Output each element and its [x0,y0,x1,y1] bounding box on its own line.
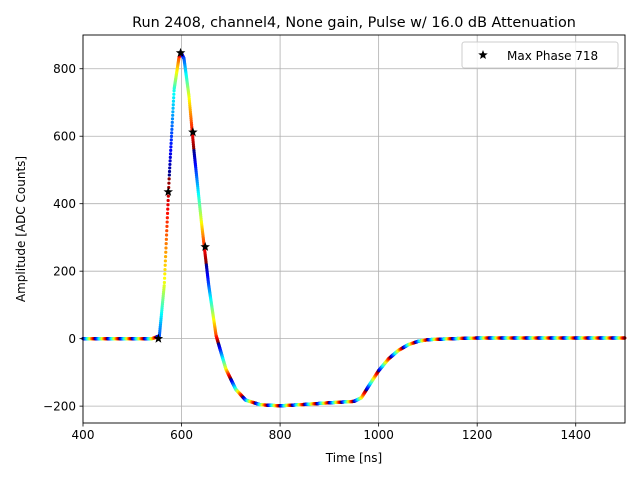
waveform-point [163,255,168,259]
waveform-point [168,166,172,170]
waveform-point [168,162,172,167]
waveform-point [171,106,175,110]
waveform-point [167,181,171,185]
max-phase-star [200,241,210,251]
y-axis-ticks: −200 0 200 400 600 800 [43,62,83,414]
x-axis-label: Time [ns] [325,451,382,465]
waveform-point [171,110,175,114]
plot-frame [82,34,626,424]
waveform-point [172,92,176,96]
waveform-point [169,134,174,138]
waveform-point [171,99,176,103]
max-phase-star [188,127,198,137]
waveform-point [170,131,174,135]
waveform-point [170,124,174,128]
max-phase-series [153,47,210,343]
waveform-point [167,169,172,174]
waveform-point [170,117,175,121]
max-phase-star [175,47,186,57]
max-phase-star [153,333,164,343]
waveform-point [163,276,167,280]
x-tick-label: 400 [72,428,95,442]
x-tick-label: 1000 [363,428,394,442]
waveform-point [164,237,168,241]
waveform-point [166,203,170,207]
waveform-point [165,224,169,228]
waveform-point [172,96,176,100]
waveform-point [164,242,168,246]
waveform-point [164,233,169,237]
waveform-point [171,103,175,107]
waveform-point [167,173,171,177]
waveform-point [166,194,170,198]
waveform-point [168,159,172,163]
grid-lines [82,35,625,423]
legend-label: Max Phase 718 [507,49,598,63]
x-axis-ticks: 400 600 800 1000 1200 1400 [72,423,591,442]
waveform-point [170,120,174,124]
waveform-point [169,145,173,149]
waveform-point [162,284,166,288]
waveform-point [166,207,170,211]
max-phase-star [163,186,173,196]
y-tick-label: 0 [68,332,76,346]
waveform-point [169,141,173,145]
y-tick-label: 600 [53,130,76,144]
waveform-point [169,138,173,142]
waveform-point [169,148,173,152]
waveform-point [165,220,169,224]
waveform-point [168,155,172,160]
waveform-point [167,177,171,181]
waveform-point [164,250,168,254]
legend: Max Phase 718 [461,41,619,69]
legend-star-icon [478,50,488,60]
waveform-point [164,246,168,250]
x-tick-label: 1200 [462,428,493,442]
y-tick-label: −200 [43,400,76,414]
waveform-point [171,113,175,117]
chart-title: Run 2408, channel4, None gain, Pulse w/ … [132,15,576,31]
y-axis-label: Amplitude [ADC Counts] [14,156,28,302]
waveform-series [81,51,627,408]
waveform-point [170,127,174,131]
waveform-point [163,272,167,276]
waveform-point [162,280,166,285]
waveform-point [166,198,170,203]
y-tick-label: 200 [53,265,76,279]
y-tick-label: 800 [53,62,76,76]
x-tick-label: 1400 [560,428,591,442]
x-tick-label: 800 [269,428,292,442]
legend-box [461,41,619,69]
x-tick-label: 600 [170,428,193,442]
waveform-point [172,89,176,93]
waveform-point [165,216,169,220]
waveform-point [163,259,167,263]
waveform-point [165,211,170,216]
waveform-point [168,152,173,156]
waveform-point [165,229,169,233]
waveform-point [163,263,167,267]
y-tick-label: 400 [53,197,76,211]
waveform-point [163,267,167,272]
